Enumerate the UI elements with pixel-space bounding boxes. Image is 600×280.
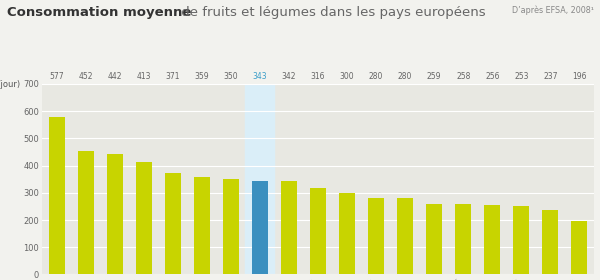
Bar <box>223 179 239 274</box>
Text: 350: 350 <box>224 72 238 81</box>
Text: 237: 237 <box>543 72 557 81</box>
Bar <box>136 162 152 274</box>
Text: 342: 342 <box>281 72 296 81</box>
Text: 256: 256 <box>485 72 500 81</box>
Bar <box>107 154 122 274</box>
Text: 258: 258 <box>456 72 470 81</box>
Text: 300: 300 <box>340 72 355 81</box>
Text: 452: 452 <box>79 72 93 81</box>
Bar <box>397 198 413 274</box>
Bar <box>77 151 94 274</box>
Y-axis label: (g/jour): (g/jour) <box>0 80 20 89</box>
Bar <box>49 117 65 274</box>
Text: 280: 280 <box>369 72 383 81</box>
Text: 413: 413 <box>136 72 151 81</box>
Bar <box>426 204 442 274</box>
Text: 359: 359 <box>194 72 209 81</box>
Text: 343: 343 <box>253 72 267 81</box>
Text: 316: 316 <box>311 72 325 81</box>
Text: 577: 577 <box>49 72 64 81</box>
Bar <box>310 188 326 274</box>
Text: D’après EFSA, 2008¹: D’après EFSA, 2008¹ <box>512 6 594 15</box>
Bar <box>245 84 274 274</box>
Text: 259: 259 <box>427 72 442 81</box>
Bar <box>252 181 268 274</box>
Text: Consommation moyenne: Consommation moyenne <box>7 6 191 18</box>
Bar <box>194 177 210 274</box>
Bar <box>455 204 471 274</box>
Text: 280: 280 <box>398 72 412 81</box>
Bar <box>339 193 355 274</box>
Text: 196: 196 <box>572 72 587 81</box>
Text: de fruits et légumes dans les pays européens: de fruits et légumes dans les pays europ… <box>177 6 485 18</box>
Bar <box>571 221 587 274</box>
Bar <box>368 198 384 274</box>
Text: 442: 442 <box>107 72 122 81</box>
Bar <box>542 210 559 274</box>
Bar <box>165 174 181 274</box>
Text: 253: 253 <box>514 72 529 81</box>
Bar <box>514 206 529 274</box>
Text: 371: 371 <box>166 72 180 81</box>
Bar <box>281 181 297 274</box>
Bar <box>484 205 500 274</box>
